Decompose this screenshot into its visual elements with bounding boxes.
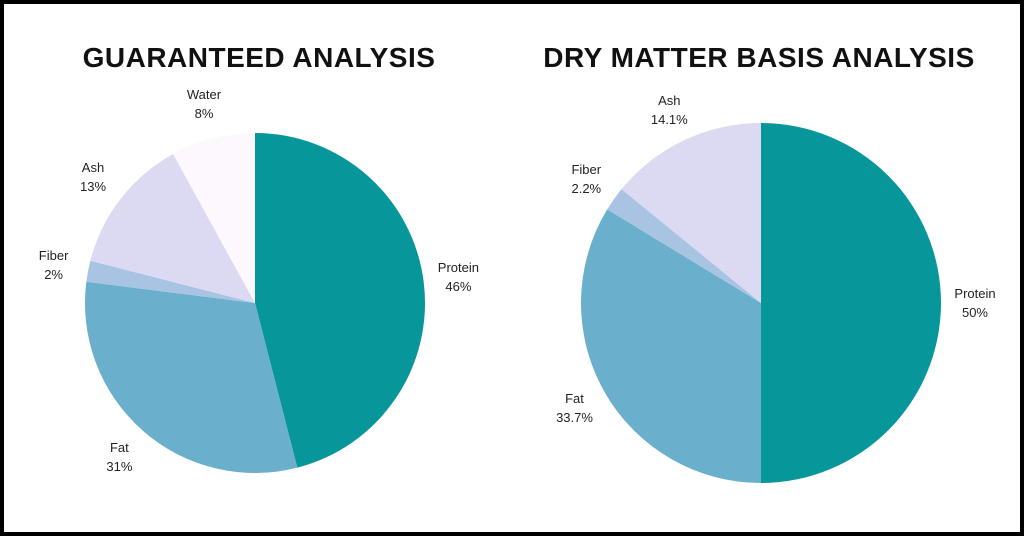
dry-matter-label-fiber: Fiber 2.2%: [571, 160, 601, 198]
slice-percent: 50%: [961, 305, 989, 320]
slice-name: Protein: [437, 260, 479, 276]
guaranteed-label-fiber: Fiber 2%: [39, 246, 69, 284]
guaranteed-analysis-title: GUARANTEED ANALYSIS: [82, 42, 436, 73]
guaranteed-label-water: Water 8%: [187, 85, 221, 123]
slice-percent: 31%: [106, 458, 133, 474]
guaranteed-slice-protein: [255, 132, 426, 468]
dry-matter-label-ash: Ash 14.1%: [651, 91, 688, 129]
guaranteed-slice-fiber: [86, 260, 255, 303]
slice-name: Fat: [109, 439, 129, 455]
guaranteed-label-protein: Protein 46%: [438, 258, 479, 296]
slice-name: Ash: [658, 92, 681, 108]
dry-matter-label-protein: Protein 50%: [954, 284, 995, 322]
slice-name: Water: [186, 87, 222, 103]
slice-percent: 14.1%: [650, 111, 688, 127]
guaranteed-slice-water: [173, 133, 255, 303]
guaranteed-slice-ash: [90, 154, 255, 303]
pie-charts: [84, 123, 941, 483]
slice-percent: 2%: [44, 266, 63, 282]
dry-matter-analysis-title: DRY MATTER BASIS ANALYSIS: [543, 42, 975, 73]
dry-matter-label-fat: Fat 33.7%: [556, 389, 593, 427]
slice-percent: 33.7%: [556, 409, 593, 425]
slice-name: Ash: [81, 160, 105, 176]
guaranteed-slice-fat: [84, 281, 298, 474]
slice-name: Fat: [565, 390, 584, 406]
slice-percent: 2.2%: [571, 181, 602, 197]
guaranteed-label-fat: Fat 31%: [106, 438, 132, 476]
slice-name: Protein: [954, 286, 996, 301]
slice-name: Fiber: [38, 247, 69, 263]
slice-percent: 46%: [445, 279, 472, 295]
dry-matter-slice-ash: [621, 123, 761, 303]
slice-percent: 8%: [194, 106, 214, 122]
slice-name: Fiber: [571, 162, 602, 178]
slice-percent: 13%: [79, 179, 107, 195]
dry-matter-slice-fat: [580, 209, 761, 483]
dry-matter-slice-protein: [761, 123, 941, 483]
guaranteed-label-ash: Ash 13%: [80, 158, 106, 196]
chart-frame: GUARANTEED ANALYSIS DRY MATTER BASIS ANA…: [4, 4, 1020, 532]
dry-matter-slice-fiber: [607, 189, 761, 303]
